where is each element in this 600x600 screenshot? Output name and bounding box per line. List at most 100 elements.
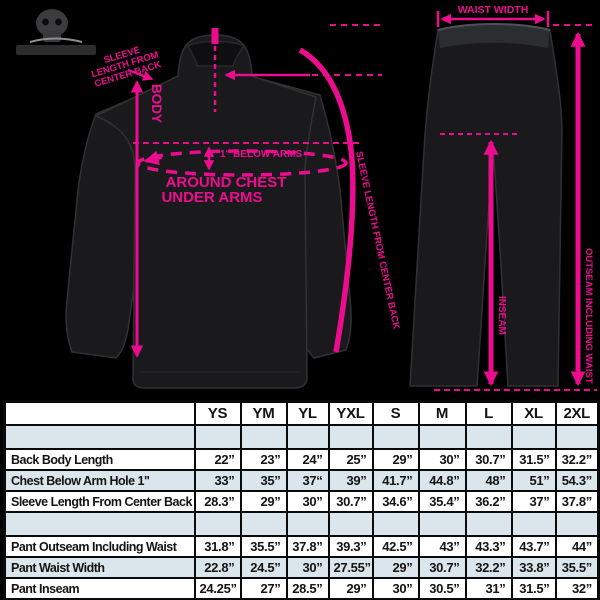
table-row: Back Body Length 22” 23” 24” 25” 29” 30”…: [3, 448, 600, 471]
size-cell: 30.5”: [417, 577, 467, 600]
size-cell: 28.3”: [193, 490, 242, 513]
pants-annotations: WAIST WIDTH OUTSEAM INCLUDING WAIST INSE…: [434, 4, 597, 391]
below-arms-label: 1" BELOW ARMS: [220, 149, 302, 160]
size-cell: 22.8”: [193, 556, 242, 579]
size-cell: 32.2”: [464, 556, 513, 579]
size-cell: 34.6”: [371, 490, 420, 513]
size-cell: 43.3”: [464, 535, 513, 558]
size-header: YM: [239, 400, 288, 426]
table-row: Chest Below Arm Hole 1" 33” 35” 37“ 39” …: [3, 469, 600, 492]
brand-wordmark: [16, 45, 96, 55]
size-cell: 31”: [464, 577, 513, 600]
size-cell: 23”: [239, 448, 288, 471]
size-cell: 28.5”: [285, 577, 330, 600]
size-cell: 37“: [285, 469, 330, 492]
sleeve-band-label: SLEEVE LENGTH FROM CENTER BACK: [353, 150, 402, 330]
size-cell: 31.8”: [193, 535, 242, 558]
corner-cell: [3, 400, 196, 426]
around-chest-label-2: UNDER ARMS: [161, 189, 262, 206]
size-header: L: [464, 400, 513, 426]
size-cell: 25”: [327, 448, 374, 471]
size-header: YS: [193, 400, 242, 426]
row-label: Back Body Length: [3, 448, 196, 471]
size-cell: 31.5”: [510, 577, 557, 600]
brand-logo: [16, 9, 96, 55]
table-header-row: YS YM YL YXL S M L XL 2XL: [3, 400, 600, 426]
size-cell: 30”: [371, 577, 420, 600]
size-cell: 37.8”: [554, 490, 600, 513]
size-cell: 44”: [554, 535, 600, 558]
size-cell: 29”: [327, 577, 374, 600]
size-cell: 30.7”: [327, 490, 374, 513]
pants-body: [409, 29, 563, 387]
row-label: Sleeve Length From Center Back: [3, 490, 196, 513]
size-header: 2XL: [554, 400, 600, 426]
size-cell: 41.7”: [371, 469, 420, 492]
size-cell: 29”: [239, 490, 288, 513]
size-cell: 24”: [285, 448, 330, 471]
sleeve-length-line: [298, 47, 356, 353]
size-cell: 32”: [554, 577, 600, 600]
size-cell: 43.7”: [510, 535, 557, 558]
row-label: Chest Below Arm Hole 1": [3, 469, 196, 492]
size-cell: 30.7”: [417, 556, 467, 579]
size-cell: 42.5”: [371, 535, 420, 558]
size-cell: 48”: [464, 469, 513, 492]
size-cell: 31.5”: [510, 448, 557, 471]
size-cell: 24.5”: [239, 556, 288, 579]
size-cell: 51”: [510, 469, 557, 492]
waist-width-label: WAIST WIDTH: [458, 4, 529, 16]
size-cell: 39”: [327, 469, 374, 492]
table-row: Pant Inseam 24.25” 27” 28.5” 29” 30” 30.…: [3, 577, 600, 600]
size-cell: 37.8”: [285, 535, 330, 558]
size-cell: 27.55”: [327, 556, 374, 579]
size-cell: 35.4”: [417, 490, 467, 513]
size-cell: 35.5”: [239, 535, 288, 558]
measurement-diagram: SLEEVE LENGTH FROM CENTER BACK BODY 1" B…: [16, 4, 597, 391]
size-cell: 33”: [193, 469, 242, 492]
size-cell: 30”: [417, 448, 467, 471]
size-table: YS YM YL YXL S M L XL 2XL Back Body Leng…: [3, 400, 600, 600]
size-cell: 39.3”: [327, 535, 374, 558]
table-row: Pant Waist Width 22.8” 24.5” 30” 27.55” …: [3, 556, 600, 579]
body-label: BODY: [149, 84, 164, 123]
size-cell: 33.8”: [510, 556, 557, 579]
spacer-row: [3, 424, 600, 450]
logo-eye-icon: [55, 18, 62, 26]
note-arrow: [127, 68, 154, 81]
size-cell: 24.25”: [193, 577, 242, 600]
jacket-graphic: [65, 34, 352, 389]
size-cell: 29”: [371, 448, 420, 471]
pants-graphic: [409, 23, 563, 387]
size-cell: 54.3”: [554, 469, 600, 492]
row-label: Pant Outseam Including Waist: [3, 535, 196, 558]
size-cell: 27”: [239, 577, 288, 600]
size-cell: 22”: [193, 448, 242, 471]
size-header: XL: [510, 400, 557, 426]
table-row: Sleeve Length From Center Back 28.3” 29”…: [3, 490, 600, 513]
sleeve-note: SLEEVE LENGTH FROM CENTER BACK: [90, 45, 163, 90]
size-header: YXL: [327, 400, 374, 426]
size-cell: 32.2”: [554, 448, 600, 471]
size-cell: 36.2”: [464, 490, 513, 513]
size-cell: 30”: [285, 490, 330, 513]
row-label: Pant Inseam: [3, 577, 196, 600]
spacer-row: [3, 511, 600, 537]
pants-waistband: [438, 24, 550, 48]
chest-ellipse: [136, 149, 348, 177]
size-cell: 35”: [239, 469, 288, 492]
outseam-label: OUTSEAM INCLUDING WAIST: [583, 248, 594, 384]
around-chest-label-1: AROUND CHEST: [166, 174, 287, 191]
size-cell: 37”: [510, 490, 557, 513]
size-header: YL: [285, 400, 330, 426]
logo-eye-icon: [42, 18, 49, 26]
row-label: Pant Waist Width: [3, 556, 196, 579]
size-cell: 30”: [285, 556, 330, 579]
size-cell: 44.8”: [417, 469, 467, 492]
size-cell: 30.7”: [464, 448, 513, 471]
table-row: Pant Outseam Including Waist 31.8” 35.5”…: [3, 535, 600, 558]
size-cell: 29”: [371, 556, 420, 579]
size-header: S: [371, 400, 420, 426]
size-cell: 43”: [417, 535, 467, 558]
